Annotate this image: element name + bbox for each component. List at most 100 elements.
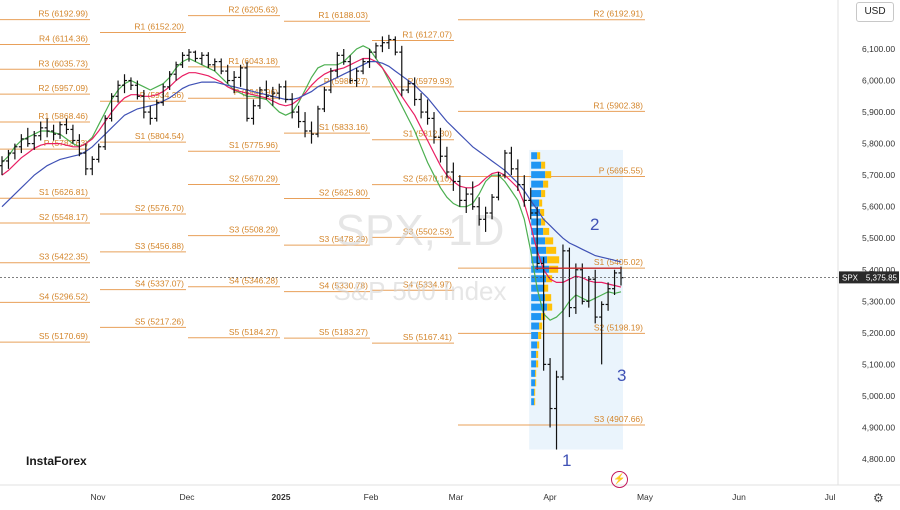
- pivot-label: R4 (6114.36): [39, 33, 88, 43]
- y-tick-label: 4,800.00: [862, 454, 895, 464]
- x-tick-label: Jun: [732, 492, 746, 502]
- pivot-label: S2 (5198.19): [594, 322, 643, 332]
- volume-profile-bar: [531, 265, 550, 273]
- moving-average-line-1: [1, 45, 622, 321]
- x-tick-label: Nov: [90, 492, 106, 502]
- wave-label-3: 3: [617, 366, 626, 385]
- volume-profile-bar: [545, 294, 552, 302]
- volume-profile-bar: [536, 350, 539, 358]
- volume-profile-bar: [531, 237, 546, 245]
- pivot-label: R2 (6192.91): [593, 9, 643, 19]
- volume-profile-bar: [545, 171, 552, 179]
- volume-profile-bar: [534, 398, 536, 406]
- y-tick-label: 5,600.00: [862, 202, 895, 212]
- pivot-label: P (5782.63): [44, 138, 88, 148]
- volume-profile-bar: [539, 199, 543, 207]
- volume-profile-bar: [531, 379, 536, 387]
- y-tick-label: 5,500.00: [862, 233, 895, 243]
- volume-profile-bar: [531, 180, 544, 188]
- volume-profile-bar: [537, 152, 541, 160]
- volume-profile-bar: [541, 218, 546, 226]
- wave-label-1: 1: [562, 451, 571, 470]
- pivot-label: S4 (5330.78): [319, 281, 368, 291]
- pivot-label: S3 (5478.29): [319, 234, 368, 244]
- volume-profile-bar: [543, 227, 550, 235]
- y-tick-label: 5,400.00: [862, 265, 895, 275]
- volume-profile-bar: [531, 369, 536, 377]
- volume-profile-bar: [543, 180, 549, 188]
- volume-profile-bar: [543, 284, 549, 292]
- gear-icon[interactable]: ⚙: [873, 491, 884, 505]
- pivot-label: S2 (5625.80): [319, 188, 368, 198]
- volume-profile-bar: [531, 350, 537, 358]
- x-tick-label: Feb: [364, 492, 379, 502]
- y-tick-label: 5,300.00: [862, 296, 895, 306]
- volume-profile-bar: [531, 256, 548, 264]
- pivot-label: R1 (5868.46): [38, 111, 88, 121]
- pivot-label: S1 (5626.81): [39, 187, 88, 197]
- y-tick-label: 5,900.00: [862, 107, 895, 117]
- pivot-label: S4 (5337.07): [135, 279, 184, 289]
- y-tick-label: 6,000.00: [862, 76, 895, 86]
- volume-profile-bar: [535, 369, 537, 377]
- pivot-label: S4 (5334.97): [403, 279, 452, 289]
- volume-profile-bar: [531, 360, 537, 368]
- watermark-ticker: SPX, 1D: [336, 206, 505, 255]
- volume-profile-bar: [535, 379, 537, 387]
- pivot-label: S2 (5670.10): [403, 174, 452, 184]
- pivot-label: S2 (5576.70): [135, 203, 184, 213]
- volume-profile-bar: [534, 388, 536, 396]
- pivot-label: R1 (5902.38): [593, 100, 643, 110]
- volume-profile-bar: [549, 265, 559, 273]
- pivot-label: S5 (5170.69): [39, 331, 88, 341]
- pivot-label: R3 (6035.73): [38, 58, 88, 68]
- pivot-label: R1 (6043.18): [228, 56, 278, 66]
- pivot-label: S1 (5812.30): [403, 129, 452, 139]
- volume-profile-bar: [531, 246, 547, 254]
- currency-button[interactable]: USD: [856, 2, 894, 22]
- volume-profile-bar: [545, 237, 554, 245]
- pivot-label: S1 (5775.96): [229, 140, 278, 150]
- y-tick-label: 5,100.00: [862, 359, 895, 369]
- pivot-label: S2 (5670.29): [229, 174, 278, 184]
- pivot-label: R2 (6205.63): [228, 5, 278, 15]
- lightning-icon[interactable]: ⚡: [611, 471, 628, 488]
- pivot-label: S4 (5346.28): [229, 276, 278, 286]
- pivot-label: S4 (5296.52): [39, 291, 88, 301]
- pivot-label: P (5934.36): [140, 90, 184, 100]
- pivot-label: S1 (5804.54): [135, 131, 184, 141]
- volume-profile-bar: [531, 303, 548, 311]
- watermark-name: S&P 500 Index: [334, 276, 507, 306]
- volume-profile-bar: [531, 275, 547, 283]
- volume-profile-bar: [531, 341, 538, 349]
- price-tag: [839, 271, 899, 284]
- x-tick-label: 2025: [272, 492, 291, 502]
- pivot-label: S5 (5217.26): [135, 316, 184, 326]
- x-tick-label: Apr: [543, 492, 556, 502]
- volume-profile-bar: [537, 341, 540, 349]
- x-tick-label: Mar: [449, 492, 464, 502]
- y-tick-label: 5,200.00: [862, 328, 895, 338]
- x-tick-label: Jul: [825, 492, 836, 502]
- volume-profile-bar: [531, 199, 540, 207]
- volume-profile-bar: [531, 322, 540, 330]
- volume-profile-bar: [541, 190, 546, 198]
- pivot-label: S1 (5833.16): [319, 122, 368, 132]
- volume-profile-bar: [531, 294, 546, 302]
- pivot-label: S3 (4907.66): [594, 414, 643, 424]
- pivot-label: P (5980.27): [324, 76, 368, 86]
- volume-profile-bar: [531, 218, 542, 226]
- volume-profile-bar: [531, 171, 546, 179]
- volume-profile-bar: [541, 161, 546, 169]
- pivot-label: P (5979.93): [408, 76, 452, 86]
- pivot-label: S3 (5502.53): [403, 226, 452, 236]
- moving-average-line-3: [1, 60, 622, 263]
- volume-profile-bar: [538, 332, 542, 339]
- pivot-label: R1 (6152.20): [134, 22, 184, 32]
- volume-profile-bar: [536, 360, 539, 368]
- pivot-label: R1 (6188.03): [318, 10, 368, 20]
- pivot-label: S5 (5183.27): [319, 327, 368, 337]
- pivot-label: R5 (6192.99): [38, 9, 88, 19]
- pivot-label: S5 (5184.27): [229, 327, 278, 337]
